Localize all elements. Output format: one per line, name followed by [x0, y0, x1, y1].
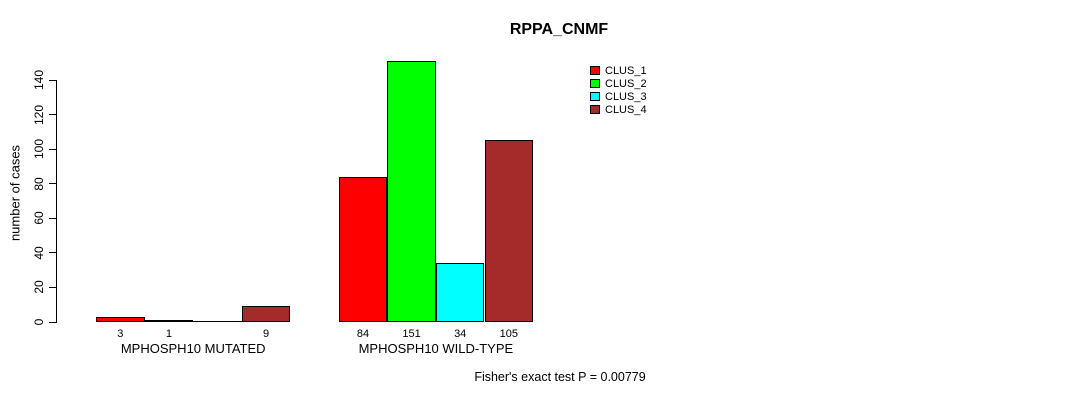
fisher-test-annotation: Fisher's exact test P = 0.00779 [474, 370, 646, 384]
legend-label: CLUS_4 [605, 103, 647, 116]
bar-value-label: 151 [402, 328, 421, 340]
y-tick-label: 60 [32, 211, 46, 225]
y-tick-label: 20 [32, 280, 46, 295]
group-label: MPHOSPH10 MUTATED [120, 341, 266, 356]
bar-clus_3-group2 [435, 263, 485, 322]
bar-clus_1-group2 [338, 177, 388, 322]
chart-title: RPPA_CNMF [509, 21, 609, 38]
legend-row-clus_1: CLUS_1 [590, 64, 647, 77]
legend-row-clus_3: CLUS_3 [590, 90, 647, 103]
y-axis-line [56, 80, 57, 323]
y-tick-label: 80 [32, 177, 46, 191]
y-axis-label: number of cases [7, 144, 23, 242]
legend-row-clus_2: CLUS_2 [590, 77, 647, 90]
bar-value-label: 105 [499, 328, 518, 340]
y-tick-mark [49, 183, 56, 185]
bar-clus_1-group1 [96, 317, 145, 322]
bar-clus_4-group1 [241, 306, 291, 322]
legend-swatch-clus_2 [590, 79, 600, 89]
y-tick-mark [49, 217, 56, 219]
y-tick-label: 0 [32, 318, 46, 326]
bar-value-label: 9 [263, 328, 270, 340]
y-tick-label: 40 [32, 246, 46, 260]
group-label: MPHOSPH10 WILD-TYPE [358, 341, 514, 356]
legend-swatch-clus_4 [590, 105, 600, 115]
y-tick-label: 120 [32, 104, 46, 125]
y-tick-mark [49, 286, 56, 288]
legend-label: CLUS_3 [605, 90, 647, 103]
bar-value-label: 34 [454, 328, 467, 340]
legend-label: CLUS_2 [605, 77, 647, 90]
y-tick-mark [49, 148, 56, 150]
bar-clus_2-group2 [387, 61, 436, 322]
bar-value-label: 3 [117, 328, 124, 340]
y-tick-mark [49, 252, 56, 254]
legend-row-clus_4: CLUS_4 [590, 103, 647, 116]
y-tick-label: 140 [32, 69, 46, 91]
bar-clus_3-group1-zero [193, 321, 242, 322]
legend-label: CLUS_1 [605, 64, 647, 77]
legend-swatch-clus_1 [590, 66, 600, 76]
legend: CLUS_1 CLUS_2 CLUS_3 CLUS_4 [590, 64, 647, 116]
bar-clus_2-group1 [144, 320, 194, 322]
bar-value-label: 84 [356, 328, 370, 340]
y-tick-mark [49, 79, 56, 81]
bar-clus_4-group2 [484, 140, 534, 322]
bar-value-label: 1 [165, 328, 172, 340]
y-tick-label: 100 [32, 139, 46, 160]
y-tick-mark [49, 321, 56, 323]
y-tick-mark [49, 114, 56, 116]
legend-swatch-clus_3 [590, 92, 600, 102]
